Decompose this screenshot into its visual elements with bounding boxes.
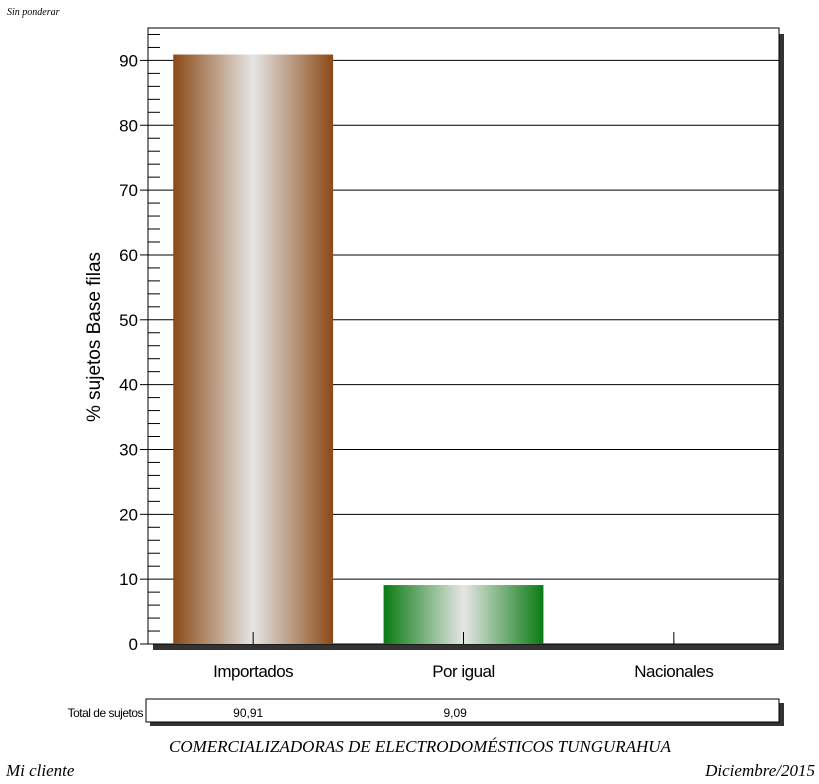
bar-importados xyxy=(173,54,334,644)
totals-box xyxy=(145,698,780,723)
y-tick-label: 20 xyxy=(119,505,138,524)
footer-title: COMERCIALIZADORAS DE ELECTRODOMÉSTICOS T… xyxy=(169,737,672,756)
y-tick-label: 60 xyxy=(119,246,138,265)
totals-value: 9,09 xyxy=(444,706,468,720)
x-category-label: Por igual xyxy=(432,662,495,681)
totals-value: 90,91 xyxy=(233,706,263,720)
y-tick-label: 80 xyxy=(119,116,138,135)
y-axis-label: % sujetos Base filas xyxy=(84,252,105,422)
totals-label: Total de sujetos xyxy=(68,706,144,720)
y-tick-label: 0 xyxy=(129,635,138,654)
footer-date: Diciembre/2015 xyxy=(704,761,815,780)
y-tick-label: 30 xyxy=(119,440,138,459)
x-category-label: Importados xyxy=(213,662,293,681)
x-category-label: Nacionales xyxy=(634,662,713,681)
y-tick-label: 70 xyxy=(119,181,138,200)
y-tick-label: 10 xyxy=(119,570,138,589)
header-note: Sin ponderar xyxy=(7,7,60,18)
footer-client: Mi cliente xyxy=(5,761,75,780)
y-tick-label: 90 xyxy=(119,51,138,70)
y-tick-label: 50 xyxy=(119,311,138,330)
y-tick-label: 40 xyxy=(119,376,138,395)
